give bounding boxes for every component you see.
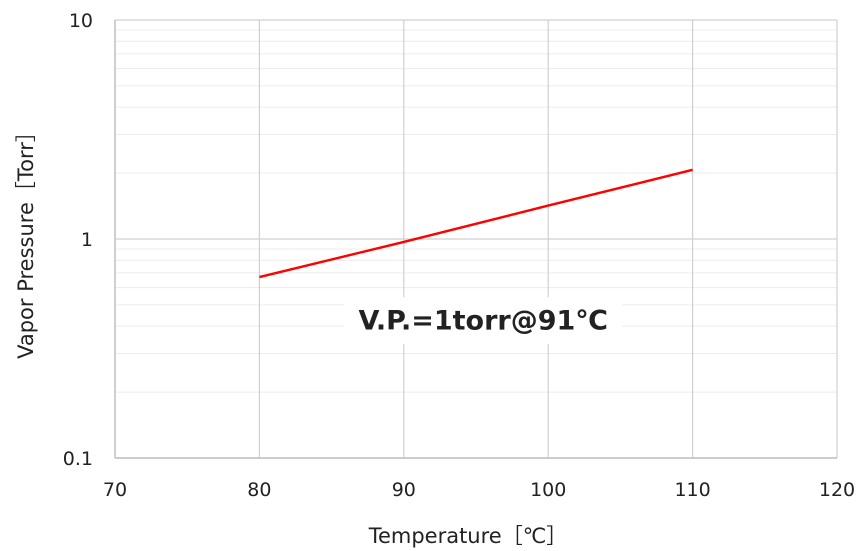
y-tick-label: 10 — [69, 10, 93, 32]
x-axis-title: Temperature［℃］ — [368, 524, 568, 548]
series — [259, 168, 693, 279]
y-tick-label: 1 — [81, 229, 93, 251]
series-line — [259, 168, 693, 279]
x-tick-label: 70 — [103, 479, 127, 501]
y-axis-title: Vapor Pressure［Torr］ — [14, 121, 38, 359]
annotation: V.P.=1torr@91℃ — [344, 297, 622, 345]
x-tick-label: 110 — [674, 479, 710, 501]
x-tick-label: 120 — [819, 479, 855, 501]
x-tick-label: 90 — [392, 479, 416, 501]
y-tick-label: 0.1 — [63, 448, 93, 470]
annotations: V.P.=1torr@91℃ — [344, 297, 622, 345]
axes — [114, 20, 837, 459]
annotation-box — [344, 297, 622, 345]
x-tick-label: 80 — [247, 479, 271, 501]
grid — [114, 19, 838, 459]
x-tick-label: 100 — [530, 479, 566, 501]
annotation-text: V.P.=1torr@91℃ — [358, 305, 608, 336]
